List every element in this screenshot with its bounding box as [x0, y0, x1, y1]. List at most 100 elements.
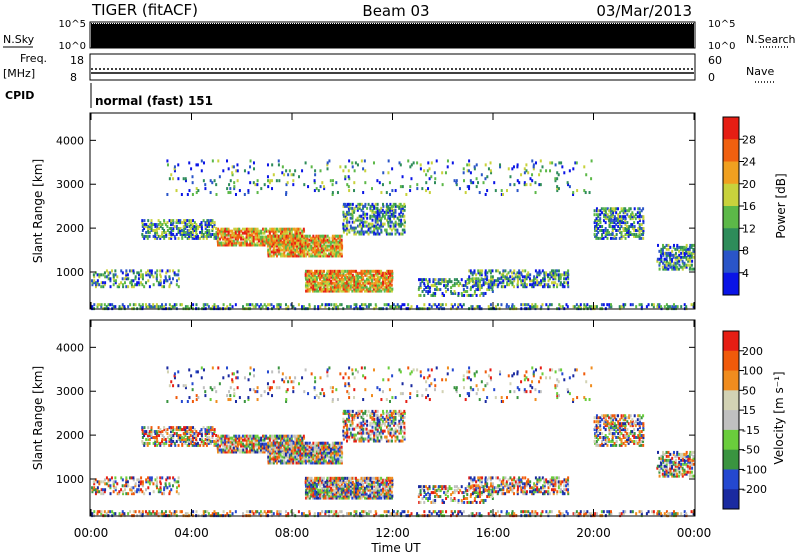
- data-cell: [231, 171, 233, 174]
- data-cell: [671, 266, 673, 269]
- data-cell: [373, 270, 375, 273]
- data-cell: [319, 305, 321, 308]
- data-cell: [228, 228, 230, 231]
- data-cell: [597, 237, 599, 240]
- data-cell: [428, 167, 430, 170]
- data-cell: [328, 252, 330, 255]
- data-cell: [509, 275, 511, 278]
- data-cell: [527, 171, 529, 174]
- data-cell: [513, 183, 515, 186]
- data-cell: [622, 227, 624, 230]
- data-cell: [364, 487, 366, 490]
- data-cell: [339, 477, 341, 480]
- data-cell: [545, 169, 547, 172]
- data-cell: [271, 461, 273, 464]
- data-cell: [335, 270, 337, 273]
- data-cell: [476, 177, 478, 180]
- data-cell: [482, 292, 484, 295]
- data-cell: [556, 185, 558, 188]
- data-cell: [664, 258, 666, 261]
- data-cell: [418, 278, 420, 281]
- data-cell: [308, 450, 310, 453]
- data-cell: [253, 435, 255, 438]
- data-cell: [597, 209, 599, 212]
- data-cell: [222, 169, 224, 172]
- data-cell: [328, 303, 330, 306]
- data-cell: [226, 228, 228, 231]
- data-cell: [369, 215, 371, 218]
- data-cell: [260, 437, 262, 440]
- data-cell: [240, 230, 242, 233]
- data-cell: [229, 191, 231, 194]
- data-cell: [529, 283, 531, 286]
- data-cell: [549, 169, 551, 172]
- data-cell: [226, 159, 228, 162]
- data-cell: [190, 434, 192, 437]
- data-cell: [203, 233, 205, 236]
- data-cell: [594, 209, 596, 212]
- data-cell: [683, 246, 685, 249]
- data-cell: [170, 219, 172, 222]
- data-cell: [382, 171, 384, 174]
- data-cell: [621, 231, 623, 234]
- data-cell: [181, 303, 183, 306]
- data-cell: [606, 303, 608, 306]
- data-cell: [552, 269, 554, 272]
- data-cell: [384, 303, 386, 306]
- data-cell: [299, 228, 301, 231]
- data-cell: [527, 271, 529, 274]
- data-cell: [635, 213, 637, 216]
- data-cell: [342, 477, 344, 480]
- data-cell: [267, 163, 269, 166]
- data-cell: [687, 258, 689, 261]
- y-tick-label: 4000: [56, 134, 84, 147]
- data-cell: [525, 183, 527, 186]
- data-cell: [310, 245, 312, 248]
- data-cell: [353, 221, 355, 224]
- data-cell: [287, 459, 289, 462]
- data-cell: [323, 274, 325, 277]
- data-cell: [634, 225, 636, 228]
- data-cell: [506, 303, 508, 306]
- data-cell: [158, 426, 160, 429]
- data-cell: [438, 303, 440, 306]
- data-cell: [635, 305, 637, 308]
- data-cell: [147, 219, 149, 222]
- data-cell: [175, 303, 177, 306]
- data-cell: [481, 173, 483, 176]
- data-cell: [187, 193, 189, 196]
- data-cell: [470, 269, 472, 272]
- data-cell: [375, 203, 377, 206]
- data-cell: [476, 185, 478, 188]
- data-cell: [148, 303, 150, 306]
- data-cell: [176, 233, 178, 236]
- data-cell: [463, 167, 465, 170]
- data-cell: [517, 189, 519, 192]
- data-cell: [192, 237, 194, 240]
- data-cell: [488, 167, 490, 170]
- data-cell: [344, 477, 346, 480]
- data-cell: [351, 227, 353, 230]
- data-cell: [341, 446, 343, 449]
- data-cell: [147, 426, 149, 429]
- data-cell: [671, 250, 673, 253]
- data-cell: [190, 219, 192, 222]
- data-cell: [476, 163, 478, 166]
- data-cell: [454, 290, 456, 293]
- data-cell: [355, 161, 357, 164]
- data-cell: [145, 430, 147, 433]
- data-cell: [271, 442, 273, 445]
- data-cell: [567, 305, 569, 308]
- data-cell: [559, 273, 561, 276]
- data-cell: [603, 207, 605, 210]
- data-cell: [543, 271, 545, 274]
- data-cell: [441, 278, 443, 281]
- data-cell: [242, 435, 244, 438]
- data-cell: [332, 477, 334, 480]
- data-cell: [364, 213, 366, 216]
- data-cell: [186, 430, 188, 433]
- data-cell: [206, 436, 208, 439]
- data-cell: [343, 219, 345, 222]
- data-cell: [610, 225, 612, 228]
- cpid-row: CPID normal (fast) 151: [5, 83, 213, 108]
